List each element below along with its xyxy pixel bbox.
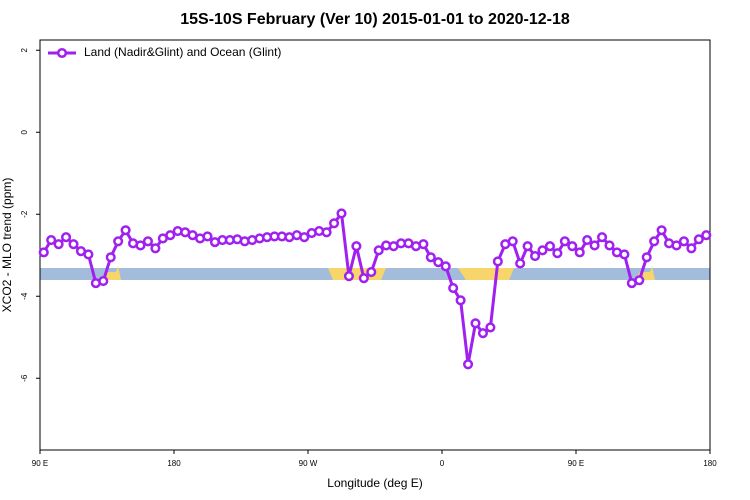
- data-point: [433, 257, 444, 268]
- data-point: [701, 230, 712, 241]
- data-point: [455, 295, 466, 306]
- data-point: [678, 236, 689, 247]
- data-point: [343, 271, 354, 282]
- x-tick-label: 180: [703, 459, 717, 468]
- data-point: [202, 231, 213, 242]
- data-point: [463, 359, 474, 370]
- y-tick-label: 0: [20, 129, 29, 134]
- data-point: [38, 247, 49, 258]
- x-tick-label: 90 W: [299, 459, 318, 468]
- data-point: [358, 273, 369, 284]
- data-point: [470, 318, 481, 329]
- data-point: [83, 249, 94, 260]
- data-point: [448, 283, 459, 294]
- data-point: [641, 252, 652, 263]
- y-tick-label: -4: [20, 292, 29, 300]
- data-point: [351, 241, 362, 252]
- data-point: [671, 240, 682, 251]
- data-point: [321, 227, 332, 238]
- y-tick-label: 2: [20, 47, 29, 52]
- data-point: [373, 245, 384, 256]
- data-point: [574, 247, 585, 258]
- data-point: [604, 240, 615, 251]
- data-point: [649, 236, 660, 247]
- data-point: [477, 328, 488, 339]
- data-point: [336, 208, 347, 219]
- y-tick-label: -2: [20, 210, 29, 218]
- plot-frame: [39, 39, 711, 451]
- data-point: [552, 248, 563, 259]
- data-point: [135, 240, 146, 251]
- data-point: [582, 235, 593, 246]
- data-point: [567, 241, 578, 252]
- x-tick-label: 180: [167, 459, 181, 468]
- y-tick-label: -6: [20, 374, 29, 382]
- data-point: [98, 276, 109, 287]
- data-point: [537, 245, 548, 256]
- data-point: [61, 232, 72, 243]
- data-point: [142, 236, 153, 247]
- data-point: [589, 240, 600, 251]
- chart-title: 15S-10S February (Ver 10) 2015-01-01 to …: [180, 11, 570, 28]
- data-point: [522, 241, 533, 252]
- land-strip: [458, 268, 514, 280]
- x-tick-label: 90 E: [568, 459, 584, 468]
- x-axis-label: Longitude (deg E): [327, 476, 422, 490]
- data-point: [634, 275, 645, 286]
- y-axis-label: XCO2 - MLO trend (ppm): [0, 178, 14, 313]
- data-point: [597, 232, 608, 243]
- data-point: [507, 236, 518, 247]
- x-tick-label: 90 E: [32, 459, 48, 468]
- data-point: [559, 236, 570, 247]
- data-point: [150, 243, 161, 254]
- data-point: [366, 267, 377, 278]
- data-point: [329, 218, 340, 229]
- data-point: [440, 261, 451, 272]
- legend-label: Land (Nadir&Glint) and Ocean (Glint): [84, 45, 281, 59]
- data-point: [105, 252, 116, 263]
- data-point: [165, 230, 176, 241]
- data-point: [515, 258, 526, 269]
- data-point: [686, 243, 697, 254]
- land-strip: [328, 268, 386, 280]
- data-point: [693, 234, 704, 245]
- data-point: [530, 251, 541, 262]
- data-point: [46, 235, 57, 246]
- legend-marker: [56, 47, 68, 59]
- data-point: [492, 256, 503, 267]
- data-point: [299, 232, 310, 243]
- data-point: [544, 241, 555, 252]
- x-tick-label: 0: [440, 459, 445, 468]
- data-point: [485, 322, 496, 333]
- data-point: [619, 249, 630, 260]
- data-point: [68, 239, 79, 250]
- data-point: [113, 236, 124, 247]
- data-point: [656, 225, 667, 236]
- data-point: [418, 239, 429, 250]
- data-point: [120, 225, 131, 236]
- data-point: [53, 239, 64, 250]
- data-point: [425, 252, 436, 263]
